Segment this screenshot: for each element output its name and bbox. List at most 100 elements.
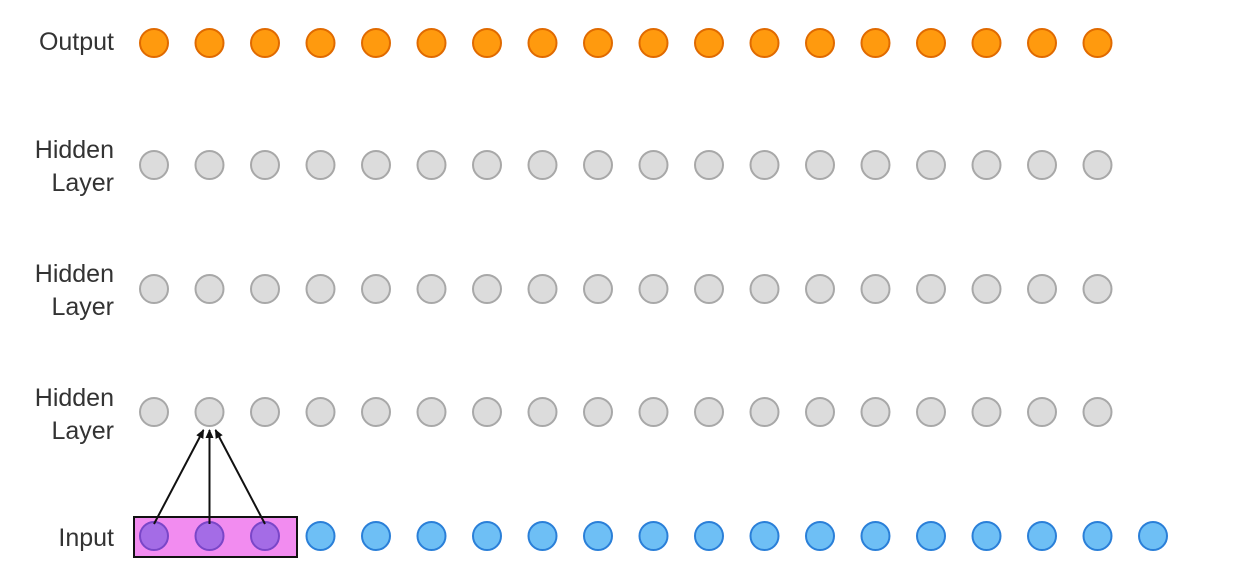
- hidden-layer-1-label-line1: Hidden: [35, 384, 114, 412]
- hidden-2-node: [139, 274, 169, 304]
- input-node: [694, 521, 724, 551]
- hidden-3-node: [416, 150, 447, 180]
- hidden-2-node: [638, 274, 669, 304]
- hidden-1-node: [805, 397, 835, 427]
- hidden-2-node: [694, 274, 724, 304]
- hidden-2-node: [583, 274, 613, 304]
- hidden-2-node: [472, 274, 502, 304]
- hidden-2-node: [194, 274, 225, 304]
- output-node: [139, 28, 169, 58]
- hidden-1-node: [638, 397, 669, 427]
- hidden-layer-3-label-line2: Layer: [51, 169, 114, 197]
- hidden-3-node: [749, 150, 780, 180]
- output-node: [860, 28, 891, 58]
- hidden-3-node: [250, 150, 280, 180]
- output-node: [694, 28, 724, 58]
- input-node: [1027, 521, 1057, 551]
- hidden-3-node: [860, 150, 891, 180]
- hidden-1-node: [694, 397, 724, 427]
- receptive-field-input-node: [139, 521, 169, 551]
- input-node: [416, 521, 447, 551]
- output-node: [527, 28, 558, 58]
- hidden-1-node: [1082, 397, 1113, 427]
- hidden-2-node: [971, 274, 1002, 304]
- hidden-layer-2-label-line1: Hidden: [35, 260, 114, 288]
- hidden-3-node: [472, 150, 502, 180]
- hidden-2-layer-nodes: [139, 274, 1113, 304]
- output-node: [916, 28, 946, 58]
- hidden-2-node: [1082, 274, 1113, 304]
- hidden-2-node: [305, 274, 336, 304]
- output-node: [749, 28, 780, 58]
- output-node: [250, 28, 280, 58]
- input-node: [638, 521, 669, 551]
- output-layer-label: Output: [39, 28, 114, 56]
- input-node: [1082, 521, 1113, 551]
- hidden-3-node: [194, 150, 225, 180]
- input-node: [527, 521, 558, 551]
- hidden-3-node: [971, 150, 1002, 180]
- hidden-1-node: [860, 397, 891, 427]
- hidden-layer-1-label-line2: Layer: [51, 417, 114, 445]
- hidden-2-node: [527, 274, 558, 304]
- input-node: [1138, 521, 1168, 551]
- hidden-3-node: [638, 150, 669, 180]
- hidden-3-node: [139, 150, 169, 180]
- input-node: [805, 521, 835, 551]
- hidden-2-node: [860, 274, 891, 304]
- hidden-3-node: [916, 150, 946, 180]
- output-node: [971, 28, 1002, 58]
- hidden-1-node: [1027, 397, 1057, 427]
- hidden-2-node: [916, 274, 946, 304]
- input-node: [305, 521, 336, 551]
- hidden-1-node: [416, 397, 447, 427]
- hidden-layer-3-label-line1: Hidden: [35, 136, 114, 164]
- hidden-1-node: [472, 397, 502, 427]
- hidden-layer-2-label-line2: Layer: [51, 293, 114, 321]
- hidden-2-node: [416, 274, 447, 304]
- input-node: [583, 521, 613, 551]
- hidden-2-node: [749, 274, 780, 304]
- hidden-1-layer-nodes: [139, 397, 1113, 427]
- hidden-1-node: [305, 397, 336, 427]
- receptive-field-arrow: [153, 429, 205, 525]
- output-node: [1082, 28, 1113, 58]
- input-node: [971, 521, 1002, 551]
- hidden-1-node: [971, 397, 1002, 427]
- hidden-3-node: [805, 150, 835, 180]
- hidden-1-node: [749, 397, 780, 427]
- hidden-3-node: [361, 150, 391, 180]
- output-node: [805, 28, 835, 58]
- receptive-field-input-node: [194, 521, 225, 551]
- hidden-1-node: [139, 397, 169, 427]
- output-node: [1027, 28, 1057, 58]
- hidden-3-node: [527, 150, 558, 180]
- receptive-field-input-node: [250, 521, 280, 551]
- output-node: [583, 28, 613, 58]
- hidden-1-node: [583, 397, 613, 427]
- hidden-3-layer-nodes: [139, 150, 1113, 180]
- output-node: [194, 28, 225, 58]
- hidden-3-node: [583, 150, 613, 180]
- network-nodes: [139, 28, 1168, 551]
- output-node: [361, 28, 391, 58]
- hidden-3-node: [1082, 150, 1113, 180]
- input-node: [860, 521, 891, 551]
- input-node: [472, 521, 502, 551]
- output-node: [472, 28, 502, 58]
- hidden-1-node: [916, 397, 946, 427]
- layer-labels: Output Hidden Layer Hidden Layer Hidden …: [35, 28, 114, 552]
- input-node: [361, 521, 391, 551]
- output-node: [416, 28, 447, 58]
- hidden-3-node: [694, 150, 724, 180]
- hidden-1-node: [250, 397, 280, 427]
- input-node: [749, 521, 780, 551]
- output-layer-nodes: [139, 28, 1113, 58]
- hidden-2-node: [1027, 274, 1057, 304]
- hidden-1-node: [361, 397, 391, 427]
- hidden-3-node: [305, 150, 336, 180]
- hidden-2-node: [361, 274, 391, 304]
- hidden-1-node: [527, 397, 558, 427]
- receptive-field-arrows: [153, 429, 266, 525]
